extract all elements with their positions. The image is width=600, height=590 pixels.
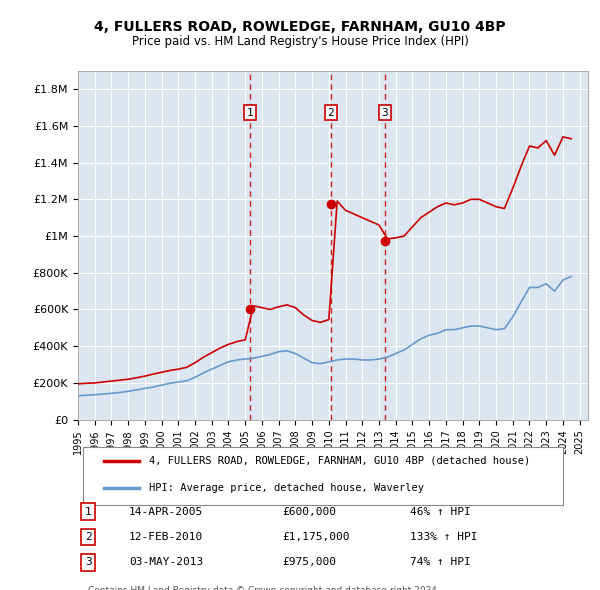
Text: 4, FULLERS ROAD, ROWLEDGE, FARNHAM, GU10 4BP: 4, FULLERS ROAD, ROWLEDGE, FARNHAM, GU10… [94,19,506,34]
Text: HPI: Average price, detached house, Waverley: HPI: Average price, detached house, Wave… [149,483,424,493]
Text: 2: 2 [85,532,92,542]
Text: 3: 3 [381,107,388,117]
FancyBboxPatch shape [83,447,563,505]
Text: 14-APR-2005: 14-APR-2005 [129,507,203,517]
Text: £1,175,000: £1,175,000 [282,532,349,542]
Text: 46% ↑ HPI: 46% ↑ HPI [409,507,470,517]
Text: Contains HM Land Registry data © Crown copyright and database right 2024.
This d: Contains HM Land Registry data © Crown c… [88,586,440,590]
Text: 74% ↑ HPI: 74% ↑ HPI [409,558,470,568]
Text: 3: 3 [85,558,92,568]
Text: 12-FEB-2010: 12-FEB-2010 [129,532,203,542]
Text: £600,000: £600,000 [282,507,336,517]
Text: 4, FULLERS ROAD, ROWLEDGE, FARNHAM, GU10 4BP (detached house): 4, FULLERS ROAD, ROWLEDGE, FARNHAM, GU10… [149,456,530,466]
Text: 1: 1 [85,507,92,517]
Text: £975,000: £975,000 [282,558,336,568]
Text: 133% ↑ HPI: 133% ↑ HPI [409,532,477,542]
Text: 2: 2 [328,107,334,117]
Text: 03-MAY-2013: 03-MAY-2013 [129,558,203,568]
Text: Price paid vs. HM Land Registry's House Price Index (HPI): Price paid vs. HM Land Registry's House … [131,35,469,48]
Text: 1: 1 [247,107,253,117]
